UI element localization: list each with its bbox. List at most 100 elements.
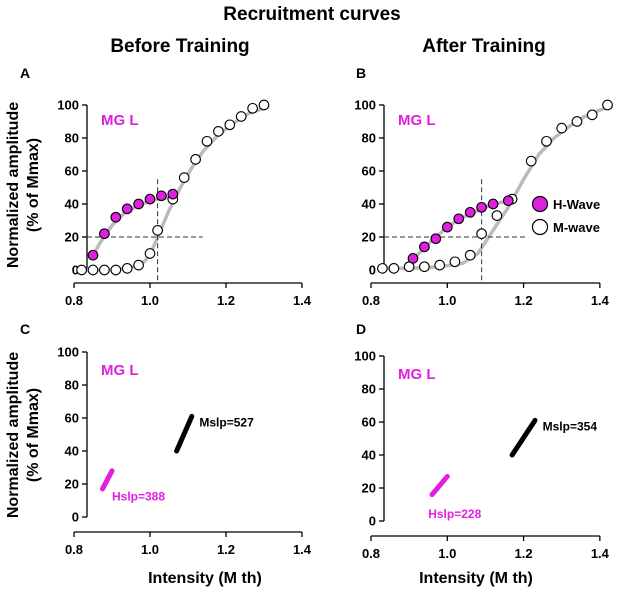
panel-c-slope-mslp-label: Mslp=527 (199, 415, 254, 429)
panel-b-h-wave-point (487, 198, 499, 210)
panel-a-m-wave-point (144, 248, 156, 259)
panel-c-slope-mslp (174, 413, 195, 454)
panel-a-h-wave-point (156, 190, 167, 202)
panel-c-x-tick-label: 0.8 (65, 542, 83, 557)
panel-a-m-wave-point (201, 135, 213, 147)
panel-c-x-tick-label: 1.0 (141, 542, 159, 557)
panel-d-y-tick-label: 60 (362, 415, 376, 430)
panel-a-h-wave-point (133, 198, 144, 210)
panel-b-letter: B (356, 65, 366, 81)
panel-b-m-wave-point (388, 263, 400, 274)
panel-a-h-wave-point (121, 203, 133, 215)
x-axis-title-left: Intensity (M th) (148, 570, 262, 587)
panel-d-y-tick-label: 20 (362, 481, 376, 496)
panel-b-x-tick-label: 1.2 (515, 293, 533, 308)
panel-a-m-wave-point (110, 264, 122, 276)
panel-c-x-tick-label: 1.4 (293, 542, 312, 557)
panel-b-h-wave-point (476, 201, 487, 213)
panel-c-muscle-label: MG L (101, 362, 139, 379)
panel-b-m-wave-point (434, 259, 446, 271)
panel-a-m-wave-point (247, 102, 258, 114)
legend-h-wave-label: H-Wave (553, 197, 600, 212)
panel-d-y-tick-label: 40 (362, 448, 376, 463)
panel-c-slope-hslp (100, 468, 115, 492)
panel-b-m-wave-point (491, 210, 503, 221)
panel-b-m-wave-point (464, 249, 476, 261)
panel-c-y-tick-label: 80 (65, 378, 79, 393)
panel-a-m-wave-point (213, 126, 224, 137)
panel-a-muscle-label: MG L (101, 112, 139, 129)
panel-b-m-wave-point (419, 261, 430, 273)
panel-a-h-wave-point (144, 193, 156, 205)
figure-title: Recruitment curves (223, 4, 400, 25)
panel-a-x-tick-label: 0.8 (65, 293, 83, 308)
panel-d-slope-mslp-label: Mslp=354 (543, 419, 598, 433)
panel-a-h-wave-point (167, 188, 179, 200)
panel-b-h-wave-point (464, 206, 476, 218)
panel-a-m-wave-point (258, 99, 270, 111)
panel-b-h-wave-point (407, 253, 419, 264)
legend: H-Wave M-wave (531, 195, 600, 236)
panel-d-chart: D MG L 0 20 40 60 80 100 0.8 1.0 1.2 1.4 Mslp=354 Hsl… (354, 321, 609, 561)
column-title-after: After Training (422, 36, 546, 57)
panel-b-m-wave-point (476, 228, 487, 240)
panel-b-fit-curve-h-wave (407, 198, 514, 266)
y-axis-title-bottom-line2: (% of Mmax) (25, 388, 42, 482)
panel-b-m-wave-point (525, 155, 537, 167)
panel-b-y-tick-label: 100 (354, 98, 376, 113)
legend-m-wave-marker (531, 218, 549, 236)
panel-d-x-tick-label: 1.4 (591, 546, 610, 561)
legend-m-wave-label: M-wave (553, 220, 600, 235)
panel-a-m-wave-point (235, 111, 247, 122)
panel-c-letter: C (20, 321, 30, 337)
panel-d-slope-mslp (509, 417, 538, 458)
panel-a-m-wave-point (87, 264, 99, 276)
legend-h-wave-marker (531, 195, 549, 213)
panel-c-slope-hslp-label: Hslp=388 (112, 490, 165, 504)
panel-a-x-tick-label: 1.4 (293, 293, 312, 308)
panel-a-m-wave-point (190, 154, 201, 165)
y-axis-title-top-line1: Normalized amplitude (5, 102, 22, 268)
panel-d-slope-hslp (429, 473, 450, 498)
panel-a-m-wave-point (133, 259, 144, 271)
panel-b-fit-curve-m-wave (380, 104, 614, 271)
panel-a-chart: A MG L 0 20 40 60 80 100 0.8 1.0 1.2 1.4 (20, 65, 312, 308)
panel-b-m-wave-point (602, 99, 613, 111)
panel-a-h-wave-point (87, 249, 99, 261)
panel-a-y-tick-label: 20 (65, 230, 79, 245)
panel-a-h-wave-point (99, 228, 110, 240)
panel-a-m-wave-point (152, 225, 163, 236)
panel-d-y-tick-label: 80 (362, 382, 376, 397)
panel-b-y-tick-label: 0 (369, 263, 376, 278)
panel-d-letter: D (356, 321, 366, 337)
panel-b-x-tick-label: 0.8 (362, 293, 380, 308)
panel-a-y-tick-label: 40 (65, 197, 79, 212)
panel-a-y-tick-label: 80 (65, 131, 79, 146)
panel-c-y-tick-label: 100 (57, 345, 79, 360)
panel-a-y-tick-label: 100 (57, 98, 79, 113)
panel-a-x-tick-label: 1.0 (141, 293, 159, 308)
panel-d-x-tick-label: 1.2 (515, 546, 533, 561)
panel-b-y-tick-label: 80 (362, 131, 376, 146)
panel-b-m-wave-point (541, 135, 552, 147)
panel-c-y-tick-label: 40 (65, 444, 79, 459)
y-axis-title-top-line2: (% of Mmax) (25, 138, 42, 232)
panel-a-x-tick-label: 1.2 (217, 293, 235, 308)
panel-c-y-tick-label: 0 (72, 510, 79, 525)
panel-b-m-wave-point (586, 109, 598, 121)
panel-d-y-tick-label: 100 (354, 349, 376, 364)
panel-c-x-tick-label: 1.2 (217, 542, 235, 557)
y-axis-title-bottom-line1: Normalized amplitude (5, 352, 22, 518)
panel-b-h-wave-point (419, 241, 430, 253)
panel-b-m-wave-point (449, 256, 461, 268)
panel-b-y-tick-label: 60 (362, 164, 376, 179)
panel-b-h-wave-point (430, 233, 442, 245)
panel-b-y-tick-label: 40 (362, 197, 376, 212)
panel-b-x-tick-label: 1.4 (591, 293, 610, 308)
panel-a-m-wave-point (224, 119, 236, 131)
panel-b-y-tick-label: 20 (362, 230, 376, 245)
panel-a-m-wave-point (76, 264, 87, 276)
panel-c-chart: C MG L 0 20 40 60 80 100 0.8 1.0 1.2 1.4 Mslp=527 Hsl… (20, 321, 312, 557)
panel-a-letter: A (20, 65, 30, 81)
